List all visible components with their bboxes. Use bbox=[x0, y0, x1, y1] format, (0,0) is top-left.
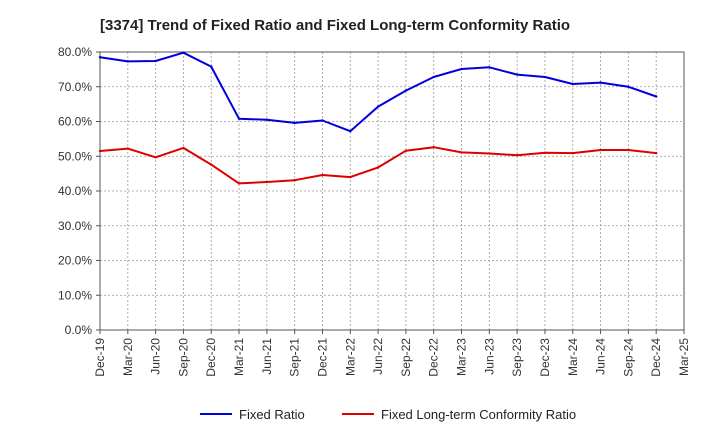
data-point bbox=[627, 148, 630, 152]
data-point bbox=[599, 148, 602, 152]
data-point bbox=[515, 73, 519, 76]
y-tick-label: 50.0% bbox=[58, 149, 92, 163]
x-tick-label: Sep-22 bbox=[399, 338, 413, 377]
x-tick-label: Jun-21 bbox=[260, 338, 274, 375]
grid-layer bbox=[100, 52, 684, 330]
x-tick-label: Jun-24 bbox=[594, 338, 608, 375]
data-point bbox=[432, 146, 435, 149]
data-point bbox=[182, 51, 185, 54]
data-point bbox=[599, 81, 602, 84]
data-point bbox=[460, 151, 463, 154]
data-point bbox=[488, 152, 491, 155]
data-point bbox=[349, 175, 352, 179]
data-point bbox=[654, 151, 658, 155]
data-point bbox=[321, 119, 324, 122]
data-point bbox=[154, 156, 157, 159]
data-point bbox=[293, 179, 296, 182]
data-point bbox=[182, 146, 185, 150]
x-tick-label: Sep-24 bbox=[621, 338, 635, 377]
x-tick-label: Sep-23 bbox=[510, 338, 524, 377]
x-tick-label: Jun-22 bbox=[371, 338, 385, 375]
data-point bbox=[210, 65, 213, 68]
data-point bbox=[265, 180, 269, 184]
data-point bbox=[237, 182, 241, 185]
data-point bbox=[515, 154, 519, 157]
x-tick-label: Sep-21 bbox=[288, 338, 302, 377]
data-point bbox=[321, 173, 324, 177]
data-point bbox=[98, 56, 102, 59]
x-tick-label: Dec-22 bbox=[427, 338, 441, 377]
plot-frame bbox=[99, 51, 685, 331]
data-point bbox=[349, 130, 352, 133]
x-tick-label: Mar-25 bbox=[677, 338, 691, 376]
y-tick-label: 80.0% bbox=[58, 45, 92, 59]
data-point bbox=[404, 89, 408, 92]
data-point bbox=[98, 149, 102, 153]
data-point bbox=[404, 149, 408, 152]
x-tick-label: Jun-20 bbox=[149, 338, 163, 375]
data-point bbox=[265, 118, 269, 121]
x-tick-label: Dec-19 bbox=[93, 338, 107, 377]
data-point bbox=[571, 151, 574, 155]
data-point bbox=[126, 60, 130, 63]
data-point bbox=[376, 105, 380, 108]
data-point bbox=[154, 59, 157, 63]
x-tick-label: Jun-23 bbox=[482, 338, 496, 375]
data-point bbox=[460, 67, 463, 71]
data-point bbox=[293, 121, 296, 125]
data-point bbox=[543, 75, 547, 79]
data-point bbox=[543, 151, 547, 154]
legend-label-fixed-long-term-conformity-ratio: Fixed Long-term Conformity Ratio bbox=[381, 407, 576, 422]
x-tick-label: Dec-20 bbox=[204, 338, 218, 377]
y-tick-label: 60.0% bbox=[58, 115, 92, 129]
data-point bbox=[376, 166, 380, 169]
x-tick-label: Mar-22 bbox=[343, 338, 357, 376]
y-tick-label: 10.0% bbox=[58, 288, 92, 302]
x-tick-label: Mar-20 bbox=[121, 338, 135, 376]
data-point bbox=[488, 66, 491, 69]
data-point bbox=[126, 147, 130, 150]
x-tick-label: Mar-23 bbox=[455, 338, 469, 376]
series-layer bbox=[98, 51, 658, 185]
data-point bbox=[654, 95, 658, 98]
x-tick-label: Dec-21 bbox=[315, 338, 329, 377]
x-axis-ticks: Dec-19 Mar-20 Jun-20 Sep-20 Dec-20 Mar-21 Jun-… bbox=[93, 330, 691, 377]
y-tick-label: 30.0% bbox=[58, 219, 92, 233]
x-tick-label: Dec-23 bbox=[538, 338, 552, 377]
legend: Fixed Ratio Fixed Long-term Conformity R… bbox=[200, 407, 576, 422]
legend-label-fixed-ratio: Fixed Ratio bbox=[239, 407, 305, 422]
y-tick-label: 40.0% bbox=[58, 184, 92, 198]
y-tick-label: 20.0% bbox=[58, 254, 92, 268]
data-point bbox=[571, 82, 574, 86]
x-tick-label: Sep-20 bbox=[176, 338, 190, 377]
y-tick-label: 0.0% bbox=[65, 323, 93, 337]
data-point bbox=[627, 85, 630, 88]
y-axis-ticks: 0.0% 10.0% 20.0% 30.0% 40.0% 50.0% 60.0% 70.0% 8… bbox=[58, 45, 100, 337]
x-tick-label: Mar-24 bbox=[566, 338, 580, 376]
x-tick-label: Dec-24 bbox=[649, 338, 663, 377]
data-point bbox=[432, 75, 435, 79]
y-tick-label: 70.0% bbox=[58, 80, 92, 94]
data-point bbox=[210, 163, 213, 166]
x-tick-label: Mar-21 bbox=[232, 338, 246, 376]
data-point bbox=[237, 117, 241, 120]
chart-title: [3374] Trend of Fixed Ratio and Fixed Lo… bbox=[100, 17, 570, 34]
